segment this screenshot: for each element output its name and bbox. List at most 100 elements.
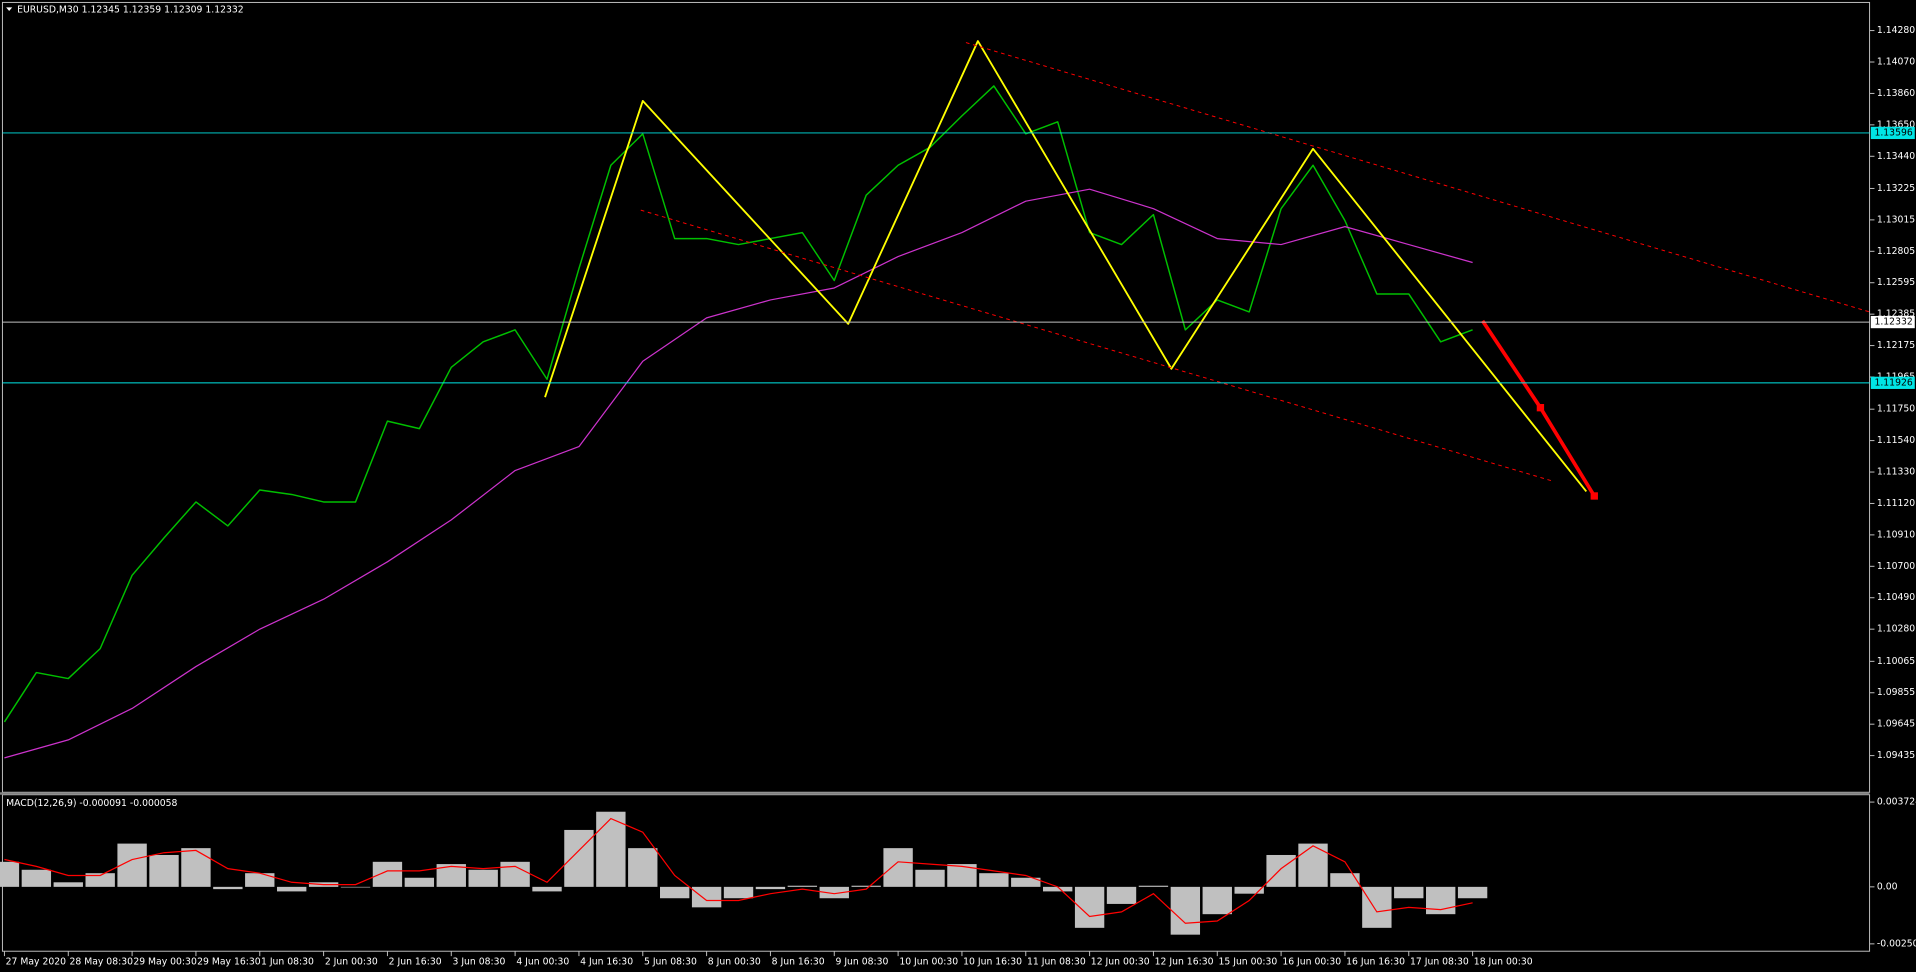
level-label-box <box>1870 315 1915 329</box>
y-tick-label: 1.10910 <box>1877 529 1915 540</box>
y-tick-label: 1.13440 <box>1877 151 1915 162</box>
level-label-box <box>1870 126 1915 140</box>
macd-pane-title: MACD(12,26,9) -0.000091 -0.000058 <box>6 798 177 809</box>
price-pane-title: EURUSD,M30 1.12345 1.12359 1.12309 1.123… <box>17 4 244 15</box>
y-tick-label: 1.14280 <box>1877 25 1915 36</box>
x-tick-label: 12 Jun 00:30 <box>1091 957 1150 968</box>
y-tick-label: 1.11540 <box>1877 435 1915 446</box>
x-tick-label: 4 Jun 16:30 <box>580 957 633 968</box>
macd-bar <box>1266 854 1296 887</box>
y-tick-label: 1.13860 <box>1877 88 1915 99</box>
macd-bar <box>755 886 786 890</box>
level-label: 1.12332 <box>1874 317 1912 328</box>
macd-bar <box>787 885 818 887</box>
macd-bar <box>1394 886 1424 899</box>
macd-bar <box>117 843 147 887</box>
pane-splitter <box>0 792 1870 795</box>
macd-bar <box>53 882 83 887</box>
y-tick-label: 0.00 <box>1877 881 1898 892</box>
macd-bar <box>1043 886 1073 892</box>
x-tick-label: 11 Jun 08:30 <box>1027 957 1086 968</box>
macd-bar <box>213 886 243 890</box>
y-tick-label: 1.13225 <box>1877 183 1915 194</box>
macd-bar <box>372 861 403 887</box>
macd-bar <box>851 885 881 887</box>
macd-bar <box>532 886 562 892</box>
macd-bar <box>245 873 275 887</box>
forecast-node <box>1536 404 1545 412</box>
y-tick-label: 1.12175 <box>1877 340 1915 351</box>
macd-bar <box>883 848 913 887</box>
macd-bar <box>723 886 754 899</box>
price-line <box>4 188 1473 759</box>
x-tick-label: 17 Jun 08:30 <box>1410 957 1469 968</box>
y-tick-label: 1.10490 <box>1877 592 1915 603</box>
y-tick-label: 1.14070 <box>1877 57 1915 68</box>
macd-bar <box>436 864 466 887</box>
level-label: 1.11926 <box>1874 377 1912 388</box>
macd-bar <box>404 877 435 887</box>
y-tick-label: 1.10280 <box>1877 624 1915 635</box>
y-tick-label: 1.12385 <box>1877 309 1915 320</box>
macd-bar <box>181 848 211 887</box>
macd-bar <box>340 886 371 888</box>
x-tick-label: 1 Jun 08:30 <box>261 957 314 968</box>
x-tick-label: 10 Jun 16:30 <box>963 957 1022 968</box>
y-tick-label: 1.09645 <box>1877 719 1915 730</box>
y-tick-label: 1.11750 <box>1877 404 1915 415</box>
x-tick-label: 10 Jun 00:30 <box>899 957 958 968</box>
macd-bar <box>947 864 977 887</box>
macd-bar <box>915 869 945 887</box>
y-tick-label: 1.12595 <box>1877 277 1915 288</box>
x-tick-label: 16 Jun 16:30 <box>1346 957 1405 968</box>
macd-bar <box>596 811 626 887</box>
y-tick-label: 1.11120 <box>1877 498 1915 509</box>
macd-bar <box>85 873 115 887</box>
macd-bar <box>1202 886 1232 915</box>
macd-bar <box>1234 886 1264 894</box>
price-line <box>544 40 1588 493</box>
macd-bar <box>21 869 52 887</box>
signal-line <box>4 817 1473 924</box>
y-tick-label: -0.002504 <box>1877 938 1916 949</box>
price-line <box>640 209 1553 482</box>
price-line <box>3 85 1473 723</box>
x-tick-label: 2 Jun 00:30 <box>325 957 378 968</box>
macd-bar <box>1330 873 1360 887</box>
x-tick-label: 8 Jun 00:30 <box>708 957 761 968</box>
y-tick-label: 1.11330 <box>1877 467 1915 478</box>
forecast-node <box>1590 492 1598 500</box>
y-tick-label: 0.003724 <box>1877 797 1916 808</box>
macd-bar <box>149 854 179 887</box>
macd-bar <box>1362 886 1392 928</box>
y-tick-label: 1.09435 <box>1877 750 1915 761</box>
x-tick-label: 3 Jun 08:30 <box>452 957 505 968</box>
x-tick-label: 12 Jun 16:30 <box>1155 957 1214 968</box>
macd-bar <box>1457 886 1488 899</box>
x-tick-label: 8 Jun 16:30 <box>772 957 825 968</box>
macd-bar <box>500 861 530 887</box>
symbol-menu-arrow[interactable] <box>6 7 13 12</box>
y-tick-label: 1.09855 <box>1877 687 1915 698</box>
y-tick-label: 1.10065 <box>1877 656 1915 667</box>
y-tick-label: 1.10700 <box>1877 561 1915 572</box>
macd-bar <box>691 886 722 908</box>
macd-bar <box>1298 843 1328 887</box>
x-tick-label: 16 Jun 00:30 <box>1282 957 1341 968</box>
macd-bar <box>628 848 658 887</box>
x-tick-label: 27 May 2020 <box>6 957 67 968</box>
level-label-box <box>1870 376 1915 389</box>
macd-bar <box>0 861 20 887</box>
x-tick-label: 28 May 08:30 <box>69 957 133 968</box>
macd-bar <box>277 886 307 892</box>
x-tick-label: 4 Jun 00:30 <box>516 957 569 968</box>
y-tick-label: 1.13015 <box>1877 214 1915 225</box>
y-tick-label: 1.12805 <box>1877 246 1915 257</box>
macd-bar <box>819 886 849 899</box>
x-tick-label: 5 Jun 08:30 <box>644 957 697 968</box>
macd-bar <box>1106 886 1137 904</box>
x-tick-label: 9 Jun 08:30 <box>835 957 888 968</box>
